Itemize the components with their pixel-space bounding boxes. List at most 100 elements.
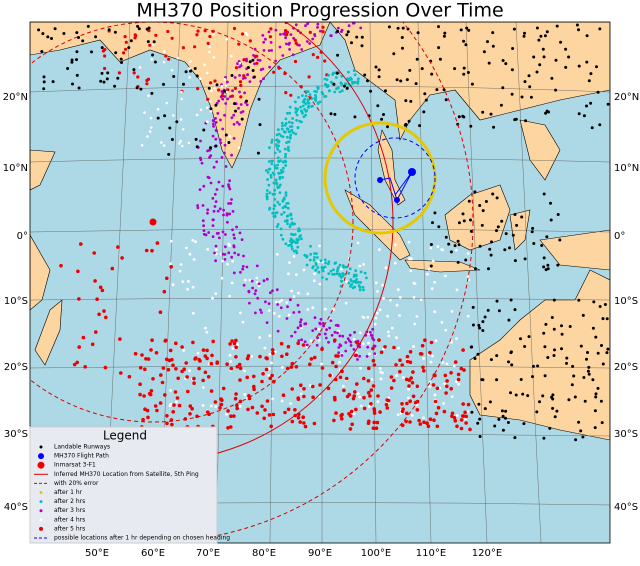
scenario-point (171, 283, 175, 287)
scenario-point (211, 224, 215, 228)
lon-label: 100°E (361, 548, 391, 559)
scenario-point (299, 320, 302, 324)
scenario-point (285, 219, 289, 223)
scenario-point (553, 415, 557, 419)
scenario-point (224, 133, 228, 137)
scenario-point (466, 410, 470, 414)
scenario-point (221, 259, 225, 263)
scenario-point (353, 331, 356, 334)
lat-label: 20°N (614, 92, 639, 103)
scenario-point (211, 339, 215, 344)
scenario-point (276, 303, 280, 306)
scenario-point (560, 347, 563, 351)
scenario-point (129, 39, 133, 43)
scenario-point (229, 414, 233, 419)
scenario-point (464, 414, 469, 419)
scenario-point (322, 269, 325, 273)
scenario-point (120, 61, 123, 64)
scenario-point (311, 395, 315, 400)
scenario-point (273, 215, 277, 219)
scenario-point (308, 30, 312, 34)
scenario-point (455, 337, 458, 340)
scenario-point (593, 409, 597, 413)
scenario-point (483, 315, 487, 319)
scenario-point (603, 303, 607, 306)
scenario-point (560, 324, 563, 328)
scenario-point (176, 56, 180, 60)
scenario-point (340, 279, 344, 283)
scenario-point (220, 156, 224, 159)
scenario-point (374, 65, 378, 69)
scenario-point (238, 90, 241, 94)
lat-label: 20°N (3, 92, 28, 103)
scenario-point (209, 361, 214, 366)
scenario-point (265, 192, 269, 196)
scenario-point (412, 295, 416, 299)
scenario-point (379, 370, 383, 374)
scenario-point (271, 159, 274, 163)
scenario-point (258, 354, 262, 359)
scenario-point (350, 80, 354, 84)
scenario-point (312, 279, 316, 283)
scenario-point (285, 214, 289, 218)
scenario-point (398, 369, 402, 374)
scenario-point (251, 286, 255, 290)
scenario-point (509, 391, 512, 395)
scenario-point (163, 338, 168, 343)
scenario-point (124, 47, 128, 51)
scenario-point (422, 369, 426, 373)
scenario-point (515, 223, 519, 227)
scenario-point (232, 26, 237, 31)
malay-peninsula (377, 129, 406, 206)
scenario-point (142, 394, 146, 398)
scenario-point (274, 211, 277, 215)
scenario-point (231, 259, 235, 263)
scenario-point (219, 402, 224, 407)
scenario-point (169, 265, 173, 269)
scenario-point (241, 267, 245, 271)
scenario-point (282, 166, 285, 170)
scenario-point (349, 340, 353, 344)
scenario-point (154, 351, 159, 355)
scenario-point (496, 225, 500, 229)
scenario-point (335, 71, 339, 75)
scenario-point (404, 377, 409, 382)
scenario-point (264, 300, 267, 304)
scenario-point (523, 80, 527, 84)
scenario-point (507, 318, 511, 322)
scenario-point (371, 384, 376, 388)
scenario-point (441, 361, 445, 364)
scenario-point (582, 376, 586, 379)
scenario-point (123, 35, 127, 39)
scenario-point (275, 288, 279, 292)
scenario-point (514, 393, 518, 397)
scenario-point (555, 24, 559, 28)
scenario-point (257, 284, 261, 288)
scenario-point (209, 107, 213, 111)
scenario-point (556, 263, 560, 267)
scenario-point (282, 196, 286, 200)
scenario-point (337, 351, 340, 354)
scenario-point (336, 29, 340, 33)
scenario-point (241, 77, 245, 80)
scenario-point (151, 377, 155, 381)
scenario-point (425, 421, 429, 426)
scenario-point (210, 353, 214, 358)
scenario-point (197, 366, 201, 371)
scenario-point (170, 422, 174, 427)
scenario-point (395, 374, 398, 378)
scenario-point (390, 326, 394, 330)
scenario-point (144, 357, 148, 361)
scenario-point (599, 399, 603, 403)
scenario-point (156, 116, 160, 120)
scenario-point (271, 289, 274, 293)
scenario-point (250, 279, 254, 283)
scenario-point (146, 77, 151, 81)
scenario-point (225, 37, 229, 41)
scenario-point (200, 161, 204, 165)
scenario-point (362, 263, 365, 266)
scenario-point (268, 367, 271, 371)
scenario-point (329, 112, 333, 116)
scenario-point (542, 265, 546, 269)
scenario-point (210, 89, 213, 93)
